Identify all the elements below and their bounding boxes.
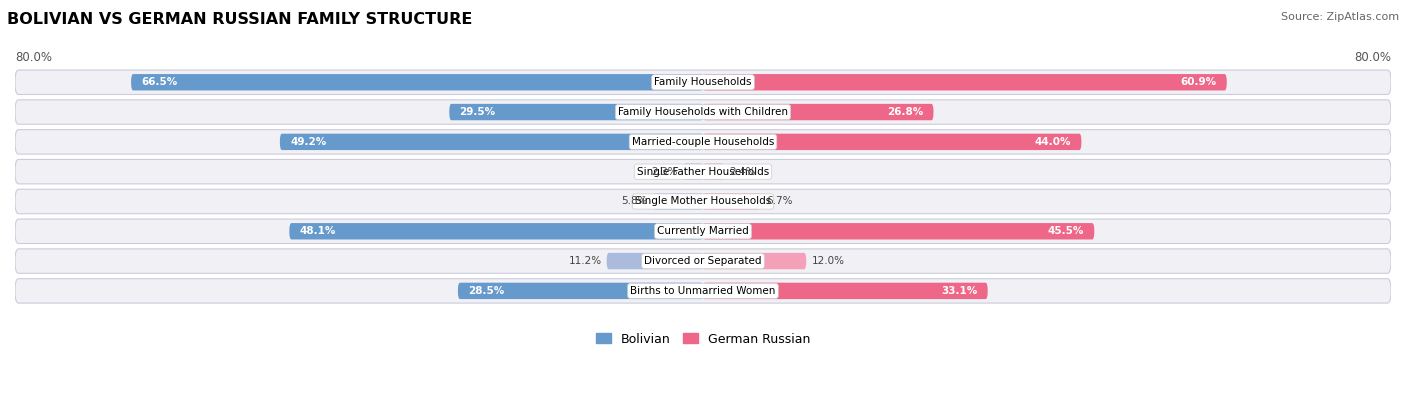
FancyBboxPatch shape (703, 253, 806, 269)
Text: 33.1%: 33.1% (941, 286, 977, 296)
FancyBboxPatch shape (703, 193, 761, 210)
FancyBboxPatch shape (15, 278, 1391, 303)
Text: 60.9%: 60.9% (1180, 77, 1216, 87)
Text: Family Households: Family Households (654, 77, 752, 87)
FancyBboxPatch shape (131, 74, 703, 90)
FancyBboxPatch shape (15, 189, 1391, 214)
FancyBboxPatch shape (15, 100, 1391, 124)
Text: Family Households with Children: Family Households with Children (619, 107, 787, 117)
Text: BOLIVIAN VS GERMAN RUSSIAN FAMILY STRUCTURE: BOLIVIAN VS GERMAN RUSSIAN FAMILY STRUCT… (7, 12, 472, 27)
Text: 26.8%: 26.8% (887, 107, 924, 117)
Text: 48.1%: 48.1% (299, 226, 336, 236)
Text: Currently Married: Currently Married (657, 226, 749, 236)
FancyBboxPatch shape (703, 104, 934, 120)
FancyBboxPatch shape (703, 74, 1227, 90)
FancyBboxPatch shape (290, 223, 703, 239)
Text: Source: ZipAtlas.com: Source: ZipAtlas.com (1281, 12, 1399, 22)
Text: 80.0%: 80.0% (15, 51, 52, 64)
FancyBboxPatch shape (15, 70, 1391, 94)
FancyBboxPatch shape (450, 104, 703, 120)
Text: 28.5%: 28.5% (468, 286, 505, 296)
FancyBboxPatch shape (606, 253, 703, 269)
Text: Divorced or Separated: Divorced or Separated (644, 256, 762, 266)
FancyBboxPatch shape (280, 134, 703, 150)
FancyBboxPatch shape (15, 130, 1391, 154)
Text: 44.0%: 44.0% (1035, 137, 1071, 147)
FancyBboxPatch shape (703, 283, 987, 299)
FancyBboxPatch shape (15, 219, 1391, 243)
Text: 11.2%: 11.2% (568, 256, 602, 266)
Text: 49.2%: 49.2% (290, 137, 326, 147)
Text: 5.8%: 5.8% (621, 196, 648, 207)
FancyBboxPatch shape (15, 249, 1391, 273)
FancyBboxPatch shape (683, 164, 703, 180)
Text: Married-couple Households: Married-couple Households (631, 137, 775, 147)
Text: 12.0%: 12.0% (811, 256, 845, 266)
FancyBboxPatch shape (703, 164, 724, 180)
Text: 2.3%: 2.3% (651, 167, 678, 177)
Text: 29.5%: 29.5% (460, 107, 496, 117)
FancyBboxPatch shape (703, 134, 1081, 150)
Text: Births to Unmarried Women: Births to Unmarried Women (630, 286, 776, 296)
FancyBboxPatch shape (654, 193, 703, 210)
Text: 45.5%: 45.5% (1047, 226, 1084, 236)
Text: 80.0%: 80.0% (1354, 51, 1391, 64)
Legend: Bolivian, German Russian: Bolivian, German Russian (591, 327, 815, 351)
Text: Single Mother Households: Single Mother Households (636, 196, 770, 207)
Text: 66.5%: 66.5% (142, 77, 177, 87)
Text: Single Father Households: Single Father Households (637, 167, 769, 177)
FancyBboxPatch shape (703, 223, 1094, 239)
Text: 6.7%: 6.7% (766, 196, 792, 207)
FancyBboxPatch shape (458, 283, 703, 299)
FancyBboxPatch shape (15, 160, 1391, 184)
Text: 2.4%: 2.4% (728, 167, 755, 177)
